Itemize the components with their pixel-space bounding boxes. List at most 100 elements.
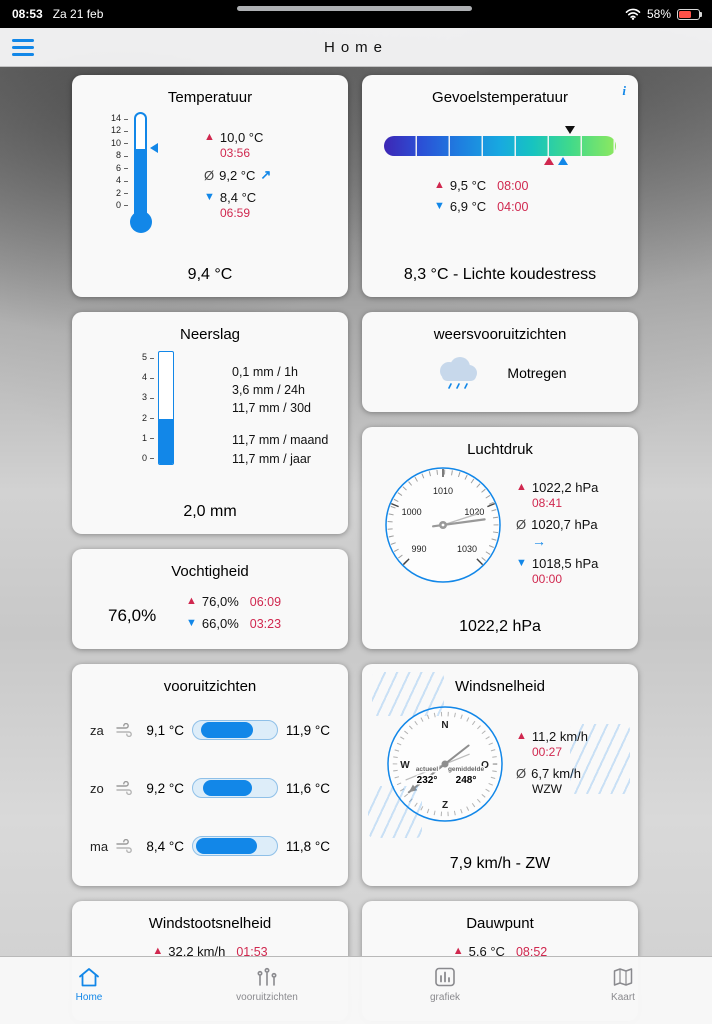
forecast-max: 11,8 °C [285,838,330,854]
scale-label: 4 [134,373,154,382]
card-title: Vochtigheid [171,563,249,580]
nav-bar: Home [0,28,712,67]
scale-label: 0 [134,453,154,463]
min-arrow-icon: ▼ [186,617,197,629]
tab-vooruitzichten[interactable]: vooruitzichten [178,957,356,1024]
forecast-range-bar [192,836,278,856]
max-value: 11,2 km/h [531,729,589,744]
forecast-max: 11,9 °C [285,722,330,738]
dashboard-grid: Temperatuur 14 12 10 8 6 4 2 0 [72,67,638,1021]
current-temperature: 9,4 °C [187,266,233,283]
card-vooruitzichten[interactable]: vooruitzichten za 9,1 °C 11,9 °C zo [72,664,348,886]
card-windsnelheid[interactable]: Windsnelheid N O Z W [362,664,638,886]
min-time: 04:00 [497,199,529,214]
average-icon: Ø [516,517,527,532]
card-neerslag[interactable]: Neerslag 5 4 3 2 1 0 0, [72,312,348,534]
compass-label-average: gemiddelde [448,766,485,773]
max-arrow-icon: ▲ [452,945,464,957]
forecast-min: 9,2 °C [146,780,184,796]
battery-percentage: 58% [646,7,671,21]
max-value: 32,2 km/h [168,944,226,959]
card-title: Gevoelstemperatuur [432,89,568,106]
tab-label: grafiek [429,992,460,1003]
wind-streak-decoration [372,672,444,716]
forecast-row: zo 9,2 °C 11,6 °C [72,759,348,817]
rain-year: 11,7 mm / jaar [232,451,311,466]
scale-label: 0 [92,200,128,210]
forecast-day: zo [90,780,104,796]
card-temperatuur[interactable]: Temperatuur 14 12 10 8 6 4 2 0 [72,75,348,297]
min-value: 66,0% [201,616,239,631]
min-arrow-icon: ▼ [516,557,527,569]
card-title: vooruitzichten [163,678,257,695]
max-time: 06:09 [249,594,282,609]
current-marker-icon [564,126,575,134]
tab-home[interactable]: Home [0,957,178,1024]
tab-kaart[interactable]: Kaart [534,957,712,1024]
max-marker-icon [544,157,555,165]
scale-label: 12 [92,126,128,135]
card-title: Windsnelheid [454,678,546,695]
thermometer-graphic: 14 12 10 8 6 4 2 0 [86,112,190,246]
compass-n: N [441,720,448,731]
average-icon: Ø [204,167,215,183]
min-arrow-icon: ▼ [434,200,445,212]
wind-icon [116,839,132,853]
max-value: 76,0% [201,594,239,609]
tab-label: Home [75,992,103,1003]
current-temp-marker-icon [150,143,158,153]
wind-streak-decoration [570,724,630,794]
forecast-range-bar [192,720,278,740]
forecast-bars-icon [257,967,277,986]
rain-scale: 5 4 3 2 1 0 [134,353,154,463]
wifi-icon [625,8,641,20]
rain-24h: 3,6 mm / 24h [232,383,305,398]
dial-label: 1030 [457,544,477,554]
current-rainfall: 2,0 mm [183,503,237,520]
max-arrow-icon: ▲ [434,179,445,191]
compass-w: W [400,760,410,771]
min-value: 1018,5 hPa [531,556,599,571]
forecast-row: za 9,1 °C 11,9 °C [72,701,348,759]
current-feels-like: 8,3 °C - Lichte koudestress [403,266,597,283]
average-icon: Ø [516,766,527,781]
tab-grafiek[interactable]: grafiek [356,957,534,1024]
card-weersvooruitzichten[interactable]: weersvooruitzichten [362,312,638,412]
card-title: weersvooruitzichten [433,326,567,343]
card-title: Luchtdruk [467,441,533,458]
forecast-text: Motregen [507,365,567,381]
rain-1h: 0,1 mm / 1h [232,365,298,379]
wind-compass-graphic: N O Z W actueel gemiddelde 232° [387,706,503,822]
card-vochtigheid[interactable]: Vochtigheid 76,0% ▲ 76,0% 06:09 ▼ 66,0% … [72,549,348,649]
dial-label: 1020 [464,507,484,517]
max-arrow-icon: ▲ [186,595,197,607]
min-value: 6,9 °C [449,199,487,214]
max-value: 5,6 °C [468,944,505,959]
scale-label: 2 [134,413,154,423]
forecast-max: 11,6 °C [285,780,330,796]
min-marker-icon [558,157,568,165]
card-title: Temperatuur [167,89,253,106]
tab-bar: Home vooruitzichten grafiek [0,956,712,1024]
compass-average-degrees: 248° [456,775,477,786]
max-value: 9,5 °C [449,178,487,193]
dial-label: 1010 [433,486,453,496]
avg-value: 6,7 km/h [531,766,581,781]
info-icon[interactable]: i [622,83,626,98]
card-luchtdruk[interactable]: Luchtdruk 990 [362,427,638,649]
menu-icon[interactable] [12,35,34,60]
card-gevoelstemperatuur[interactable]: i Gevoelstemperatuur ▲ 9,5 °C 08:00 ▼ [362,75,638,297]
avg-value: 9,2 °C [219,167,256,183]
card-title: Dauwpunt [466,915,534,932]
forecast-day: ma [90,838,109,854]
compass-e: O [481,760,489,771]
scale-label: 14 [92,114,128,123]
map-icon [613,968,633,986]
wind-streak-decoration [368,786,422,838]
scale-label: 6 [92,163,128,173]
status-time: 08:53 [12,7,43,21]
max-arrow-icon: ▲ [152,945,164,957]
top-grabber [237,6,472,11]
forecast-range-bar [192,778,278,798]
